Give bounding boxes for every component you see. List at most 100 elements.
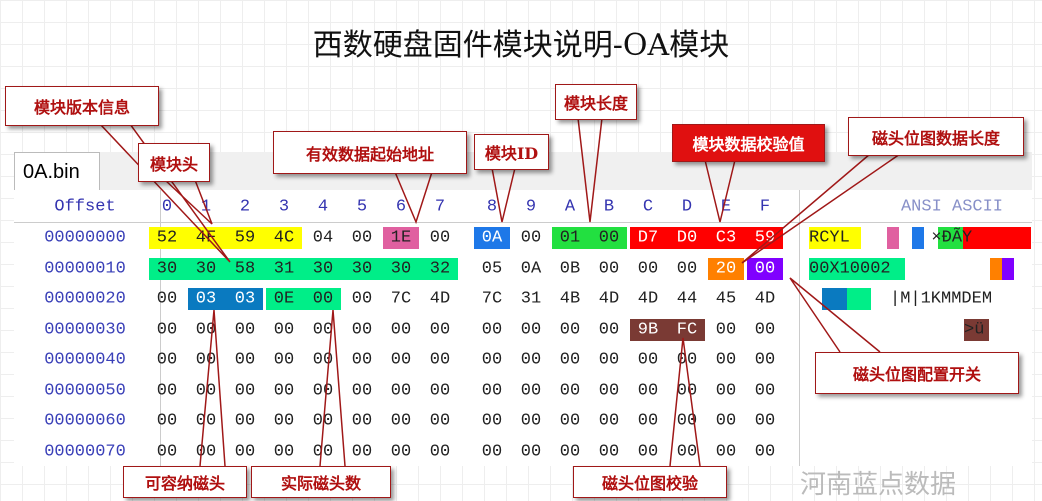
hex-byte[interactable]: 00 (715, 350, 737, 370)
hex-byte[interactable]: 00 (195, 381, 217, 400)
hex-byte[interactable]: 00 (156, 381, 178, 400)
hex-byte[interactable]: 00 (312, 289, 334, 309)
hex-byte[interactable]: 00 (234, 350, 256, 370)
hex-byte[interactable]: 00 (195, 350, 217, 370)
hex-byte[interactable]: 00 (234, 320, 256, 339)
hex-byte[interactable]: 30 (390, 259, 412, 278)
hex-byte[interactable]: 00 (637, 259, 659, 278)
hex-byte[interactable]: 4B (559, 289, 581, 309)
hex-byte[interactable]: 0A (481, 228, 503, 248)
hex-byte[interactable]: 31 (520, 289, 542, 309)
hex-byte[interactable]: C3 (715, 228, 737, 248)
hex-byte[interactable]: 00 (559, 350, 581, 370)
hex-byte[interactable]: 00 (754, 320, 776, 339)
hex-byte[interactable]: 00 (429, 320, 451, 339)
hex-byte[interactable]: 00 (481, 411, 503, 431)
hex-byte[interactable]: 01 (559, 228, 581, 248)
hex-byte[interactable]: 00 (351, 289, 373, 309)
hex-byte[interactable]: 44 (676, 289, 698, 309)
hex-byte[interactable]: 00 (234, 411, 256, 431)
hex-byte[interactable]: 0E (273, 289, 295, 309)
hex-byte[interactable]: 00 (156, 289, 178, 309)
hex-byte[interactable]: 05 (481, 259, 503, 278)
hex-byte[interactable]: 00 (429, 442, 451, 461)
hex-byte[interactable]: 58 (234, 259, 256, 278)
hex-byte[interactable]: 00 (520, 320, 542, 339)
hex-byte[interactable]: 00 (273, 320, 295, 339)
hex-byte[interactable]: 00 (312, 320, 334, 339)
hex-byte[interactable]: 00 (234, 442, 256, 461)
hex-byte[interactable]: 00 (273, 381, 295, 400)
hex-byte[interactable]: 00 (520, 381, 542, 400)
hex-byte[interactable]: 00 (715, 442, 737, 461)
hex-byte[interactable]: 00 (312, 442, 334, 461)
hex-byte[interactable]: 00 (754, 381, 776, 400)
hex-byte[interactable]: 00 (481, 320, 503, 339)
hex-byte[interactable]: 00 (273, 350, 295, 370)
hex-byte[interactable]: 00 (520, 442, 542, 461)
hex-byte[interactable]: 0B (559, 259, 581, 278)
hex-byte[interactable]: 00 (351, 320, 373, 339)
hex-byte[interactable]: 00 (754, 411, 776, 431)
hex-byte[interactable]: 00 (390, 442, 412, 461)
hex-byte[interactable]: 00 (598, 411, 620, 431)
hex-byte[interactable]: 00 (429, 411, 451, 431)
hex-byte[interactable]: 04 (312, 228, 334, 248)
hex-byte[interactable]: 00 (390, 350, 412, 370)
hex-byte[interactable]: 00 (559, 381, 581, 400)
hex-byte[interactable]: 00 (637, 350, 659, 370)
hex-byte[interactable]: 00 (598, 350, 620, 370)
hex-byte[interactable]: 7C (390, 289, 412, 309)
hex-byte[interactable]: 00 (598, 259, 620, 278)
hex-byte[interactable]: 00 (754, 259, 776, 278)
hex-byte[interactable]: 9B (637, 320, 659, 339)
hex-byte[interactable]: 00 (715, 411, 737, 431)
hex-byte[interactable]: 30 (351, 259, 373, 278)
hex-byte[interactable]: 00 (312, 381, 334, 400)
tab-file[interactable]: 0A.bin (14, 152, 100, 190)
hex-byte[interactable]: 00 (637, 442, 659, 461)
hex-byte[interactable]: 4C (273, 228, 295, 248)
hex-byte[interactable]: 00 (676, 381, 698, 400)
hex-byte[interactable]: 00 (351, 411, 373, 431)
hex-byte[interactable]: 00 (715, 381, 737, 400)
hex-editor[interactable]: Offset 0 1 2 3 4 5 6 7 8 9 A B C D E F ANSI ASCII 00000000… (14, 190, 1032, 466)
hex-byte[interactable]: 00 (429, 381, 451, 400)
hex-byte[interactable]: D0 (676, 228, 698, 248)
hex-byte[interactable]: 00 (195, 411, 217, 431)
hex-byte[interactable]: FC (676, 320, 698, 339)
hex-byte[interactable]: 30 (156, 259, 178, 278)
hex-byte[interactable]: 00 (520, 411, 542, 431)
hex-byte[interactable]: 4D (429, 289, 451, 309)
hex-byte[interactable]: 0A (520, 259, 542, 278)
hex-byte[interactable]: 00 (429, 350, 451, 370)
hex-byte[interactable]: 03 (234, 289, 256, 309)
hex-byte[interactable]: 59 (234, 228, 256, 248)
hex-byte[interactable]: 00 (637, 381, 659, 400)
hex-byte[interactable]: 00 (481, 381, 503, 400)
hex-byte[interactable]: 00 (481, 442, 503, 461)
hex-byte[interactable]: 00 (156, 411, 178, 431)
hex-byte[interactable]: 00 (156, 442, 178, 461)
hex-byte[interactable]: 00 (390, 320, 412, 339)
hex-byte[interactable]: 1E (390, 228, 412, 248)
hex-byte[interactable]: D7 (637, 228, 659, 248)
hex-byte[interactable]: 00 (520, 350, 542, 370)
hex-byte[interactable]: 00 (754, 442, 776, 461)
hex-byte[interactable]: 32 (429, 259, 451, 278)
hex-byte[interactable]: 7C (481, 289, 503, 309)
hex-byte[interactable]: 00 (390, 411, 412, 431)
hex-byte[interactable]: 52 (156, 228, 178, 248)
hex-byte[interactable]: 00 (156, 350, 178, 370)
hex-byte[interactable]: 45 (715, 289, 737, 309)
hex-byte[interactable]: 00 (598, 381, 620, 400)
hex-byte[interactable]: 00 (429, 228, 451, 248)
hex-byte[interactable]: 00 (481, 350, 503, 370)
hex-byte[interactable]: 00 (390, 381, 412, 400)
hex-byte[interactable]: 00 (273, 411, 295, 431)
hex-byte[interactable]: 30 (195, 259, 217, 278)
hex-byte[interactable]: 31 (273, 259, 295, 278)
hex-byte[interactable]: 00 (351, 381, 373, 400)
hex-byte[interactable]: 00 (234, 381, 256, 400)
hex-byte[interactable]: 00 (559, 320, 581, 339)
